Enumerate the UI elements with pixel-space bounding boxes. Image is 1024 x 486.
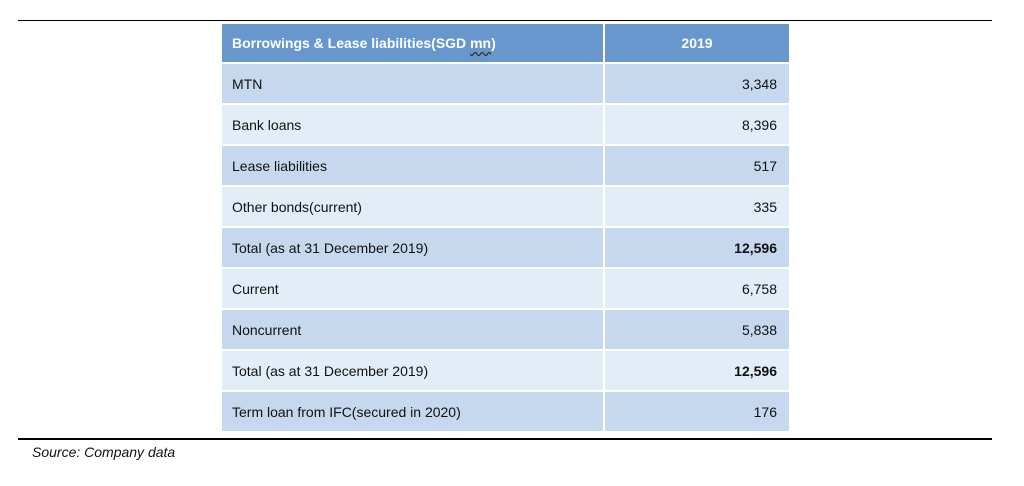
- row-label: Lease liabilities: [222, 146, 605, 187]
- header-label-unit: mn: [470, 35, 492, 51]
- row-label: Total (as at 31 December 2019): [222, 228, 605, 269]
- table-row: Total (as at 31 December 2019) 12,596: [222, 228, 789, 269]
- top-rule: [18, 20, 992, 21]
- row-value: 8,396: [605, 105, 789, 146]
- header-label-suffix: ): [491, 35, 496, 51]
- row-label: Current: [222, 269, 605, 310]
- row-label: Bank loans: [222, 105, 605, 146]
- bottom-rule: [18, 438, 992, 440]
- table-row: Total (as at 31 December 2019) 12,596: [222, 351, 789, 392]
- table-row: Lease liabilities 517: [222, 146, 789, 187]
- borrowings-table: Borrowings & Lease liabilities(SGD mn) 2…: [222, 24, 789, 433]
- row-value: 176: [605, 392, 789, 433]
- table-row: Term loan from IFC(secured in 2020) 176: [222, 392, 789, 433]
- column-header-year: 2019: [605, 24, 789, 64]
- table-row: Noncurrent 5,838: [222, 310, 789, 351]
- row-value: 517: [605, 146, 789, 187]
- row-value: 12,596: [605, 351, 789, 392]
- row-label: Total (as at 31 December 2019): [222, 351, 605, 392]
- row-label: Noncurrent: [222, 310, 605, 351]
- table-body: MTN 3,348 Bank loans 8,396 Lease liabilities…: [222, 64, 789, 433]
- row-value: 335: [605, 187, 789, 228]
- row-value: 5,838: [605, 310, 789, 351]
- table-header-row: Borrowings & Lease liabilities(SGD mn) 2…: [222, 24, 789, 64]
- row-value: 3,348: [605, 64, 789, 105]
- table-row: Other bonds(current) 335: [222, 187, 789, 228]
- table-row: MTN 3,348: [222, 64, 789, 105]
- row-value: 6,758: [605, 269, 789, 310]
- row-value: 12,596: [605, 228, 789, 269]
- table-row: Bank loans 8,396: [222, 105, 789, 146]
- row-label: Other bonds(current): [222, 187, 605, 228]
- table-row: Current 6,758: [222, 269, 789, 310]
- row-label: MTN: [222, 64, 605, 105]
- column-header-item: Borrowings & Lease liabilities(SGD mn): [222, 24, 605, 64]
- row-label: Term loan from IFC(secured in 2020): [222, 392, 605, 433]
- header-label-prefix: Borrowings & Lease liabilities(SGD: [232, 35, 471, 51]
- source-note: Source: Company data: [32, 444, 176, 460]
